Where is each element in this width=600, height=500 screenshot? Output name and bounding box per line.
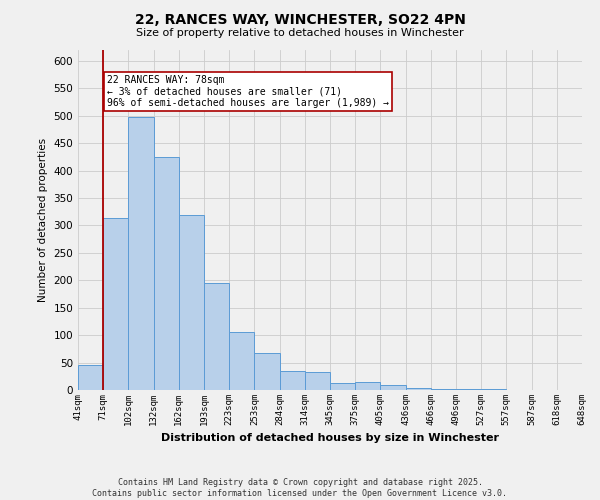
Bar bbox=[103, 218, 128, 390]
Text: Contains HM Land Registry data © Crown copyright and database right 2025.
Contai: Contains HM Land Registry data © Crown c… bbox=[92, 478, 508, 498]
Text: 22 RANCES WAY: 78sqm
← 3% of detached houses are smaller (71)
96% of semi-detach: 22 RANCES WAY: 78sqm ← 3% of detached ho… bbox=[107, 74, 389, 108]
Bar bbox=[431, 389, 456, 390]
Text: 22, RANCES WAY, WINCHESTER, SO22 4PN: 22, RANCES WAY, WINCHESTER, SO22 4PN bbox=[134, 12, 466, 26]
Bar bbox=[204, 283, 229, 390]
Bar bbox=[355, 382, 380, 390]
Bar bbox=[280, 371, 305, 390]
X-axis label: Distribution of detached houses by size in Winchester: Distribution of detached houses by size … bbox=[161, 434, 499, 444]
Bar bbox=[406, 388, 431, 390]
Bar bbox=[254, 352, 280, 390]
Bar bbox=[179, 215, 204, 390]
Text: Size of property relative to detached houses in Winchester: Size of property relative to detached ho… bbox=[136, 28, 464, 38]
Bar bbox=[154, 158, 179, 390]
Bar bbox=[305, 372, 330, 390]
Bar bbox=[380, 385, 406, 390]
Y-axis label: Number of detached properties: Number of detached properties bbox=[38, 138, 48, 302]
Bar bbox=[229, 332, 254, 390]
Bar bbox=[78, 365, 103, 390]
Bar bbox=[330, 383, 355, 390]
Bar bbox=[128, 118, 154, 390]
